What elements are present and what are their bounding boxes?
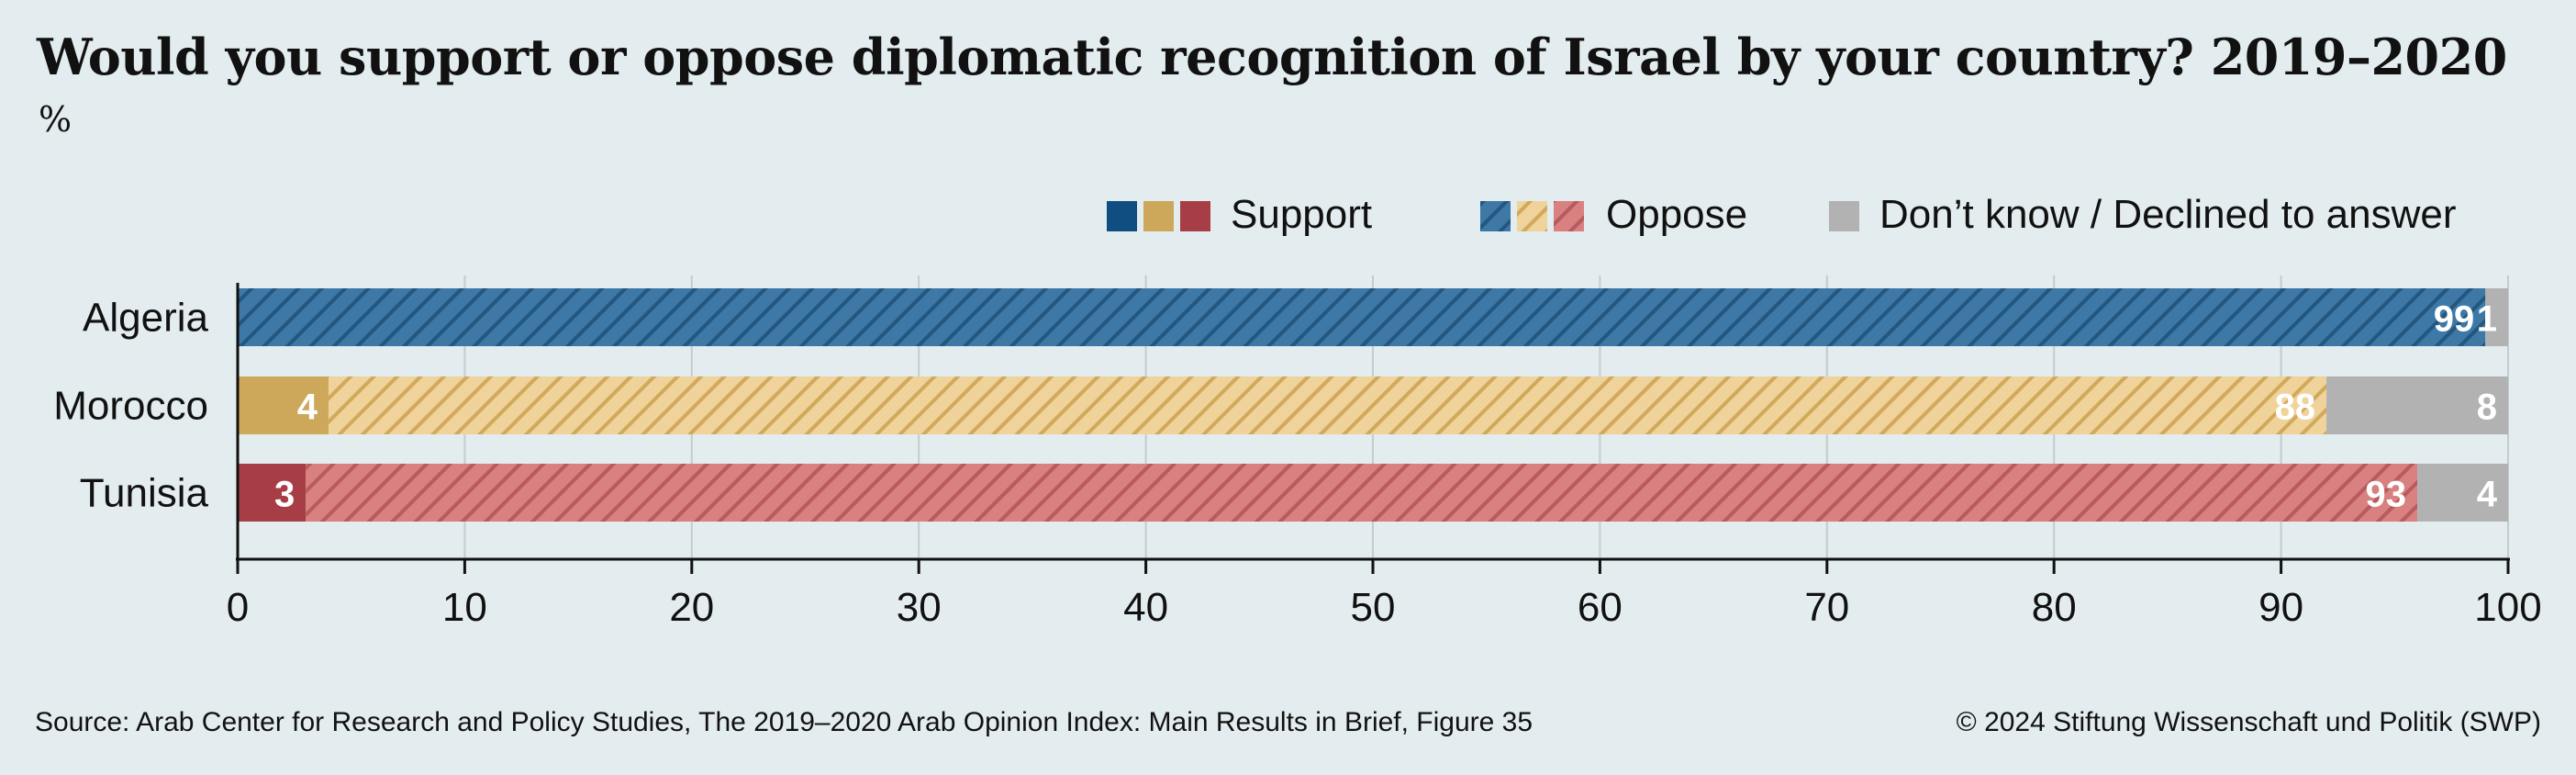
legend-swatch-oppose-morocco: [1517, 201, 1547, 231]
bar-segment: [238, 288, 2486, 346]
x-tick-label: 100: [2474, 585, 2541, 630]
bar-segment: [2485, 288, 2508, 346]
x-tick-label: 50: [1351, 585, 1396, 630]
data-label: 3: [274, 475, 295, 515]
x-tick-label: 70: [1804, 585, 1849, 630]
x-tick-label: 60: [1578, 585, 1623, 630]
x-tick-label: 10: [442, 585, 487, 630]
source-note: Source: Arab Center for Research and Pol…: [35, 707, 1533, 737]
bar-segment: [2326, 376, 2508, 434]
data-label: 8: [2477, 388, 2497, 428]
category-label: Tunisia: [80, 471, 209, 516]
legend-swatch-support-morocco: [1143, 201, 1174, 231]
data-label: 99: [2434, 299, 2475, 340]
x-tick-label: 40: [1123, 585, 1168, 630]
data-label: 4: [2477, 475, 2498, 515]
x-tick-label: 20: [669, 585, 714, 630]
legend-swatch-support-algeria: [1107, 201, 1137, 231]
chart-title: Would you support or oppose diplomatic r…: [37, 28, 2507, 86]
legend-label-dont-know: Don’t know / Declined to answer: [1879, 192, 2457, 237]
x-tick-label: 80: [2032, 585, 2077, 630]
legend-label-support: Support: [1231, 192, 1372, 237]
copyright-note: © 2024 Stiftung Wissenschaft und Politik…: [1956, 707, 2541, 737]
category-label: Morocco: [53, 384, 208, 429]
x-tick-label: 30: [897, 585, 942, 630]
bar-segment: [238, 464, 307, 522]
bar-segment: [328, 376, 2327, 434]
legend-swatch-oppose-tunisia: [1554, 201, 1584, 231]
legend-swatch-dont-know: [1829, 201, 1859, 231]
legend-swatch-support-tunisia: [1180, 201, 1210, 231]
legend-swatch-oppose-algeria: [1480, 201, 1511, 231]
data-label: 4: [297, 388, 318, 428]
legend-label-oppose: Oppose: [1606, 192, 1747, 237]
x-tick-label: 0: [227, 585, 249, 630]
unit-label: %: [39, 99, 72, 140]
bar-segment: [2417, 464, 2508, 522]
bar-segment: [306, 464, 2418, 522]
data-label: 93: [2366, 475, 2407, 515]
data-label: 1: [2477, 299, 2497, 340]
category-label: Algeria: [83, 296, 208, 341]
bar-segment: [238, 376, 329, 434]
x-tick-label: 90: [2258, 585, 2303, 630]
data-label: 88: [2275, 388, 2316, 428]
